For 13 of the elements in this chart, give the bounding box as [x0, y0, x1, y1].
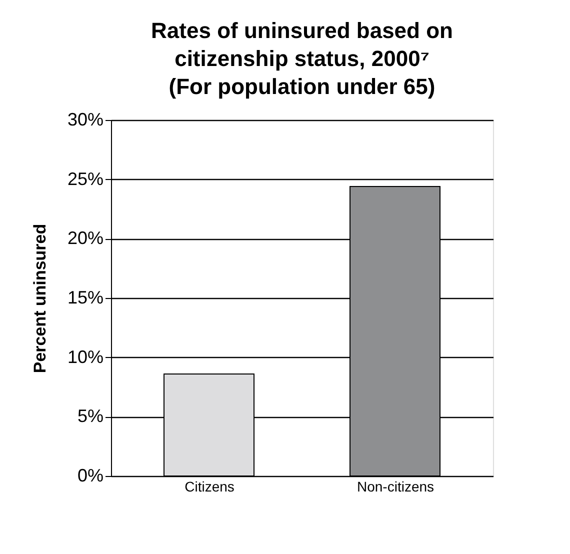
text: citizenship status, 2000⁷ — [174, 46, 430, 71]
y-tick-label: 25% — [67, 168, 104, 189]
y-axis-title: Percent uninsured — [30, 224, 50, 374]
x-tick-label: Non-citizens — [356, 478, 434, 494]
y-tick-label: 10% — [67, 346, 104, 367]
y-tick-label: 0% — [77, 466, 104, 486]
y-tick-label: 20% — [67, 228, 104, 248]
y-tick-label: 15% — [67, 288, 104, 308]
y-tick-label: 5% — [77, 406, 104, 426]
text: (For population under 65) — [168, 74, 436, 99]
x-tick-label: Citizens — [184, 478, 234, 494]
text: Rates of uninsured based on — [151, 18, 453, 43]
y-tick-label: 30% — [67, 110, 104, 130]
